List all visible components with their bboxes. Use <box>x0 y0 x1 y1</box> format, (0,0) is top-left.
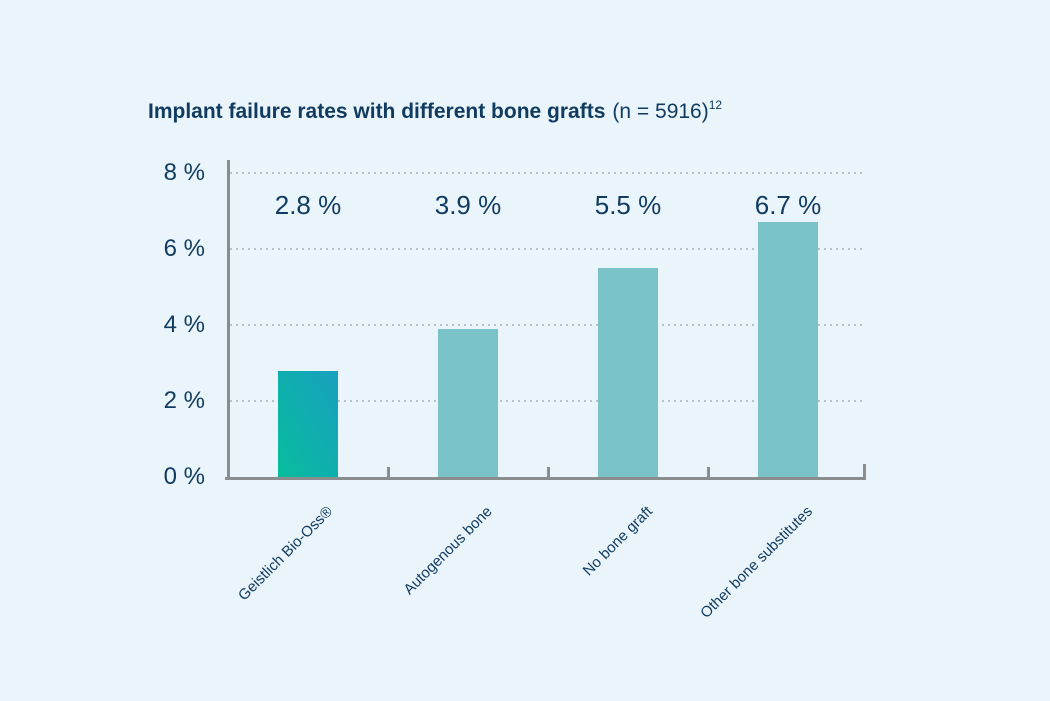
x-axis-category-label: No bone graft <box>579 503 657 580</box>
y-axis-line <box>227 160 230 480</box>
chart-title: Implant failure rates with different bon… <box>148 92 722 126</box>
bar-value-label: 2.8 % <box>274 190 342 220</box>
bar-no-bone-graft <box>598 268 658 477</box>
x-axis-tick <box>706 467 710 477</box>
x-axis-tick <box>386 467 390 477</box>
x-axis-category-label: Other bone substitutes <box>697 503 817 622</box>
x-axis-category-label: Geistlich Bio-Oss® <box>234 503 337 605</box>
bar-autogenous-bone <box>438 329 498 477</box>
gridline <box>230 248 866 250</box>
gridline <box>230 172 866 174</box>
x-axis-category-label: Autogenous bone <box>400 503 497 599</box>
bar-value-label: 5.5 % <box>594 190 662 220</box>
chart-title-sample-size: (n = 5916) <box>612 100 709 123</box>
gridline <box>230 324 866 326</box>
bar-value-label: 6.7 % <box>754 190 822 220</box>
bar-other-bone-substitutes <box>758 222 818 477</box>
bar-value-label: 3.9 % <box>434 190 502 220</box>
gridline <box>230 400 866 402</box>
x-axis-end-tick <box>863 464 866 480</box>
x-axis-tick <box>546 467 550 477</box>
y-axis-tick-label: 6 % <box>163 235 205 262</box>
bar-geistlich-bio-oss <box>278 371 338 477</box>
chart-title-footnote-marker: 12 <box>708 98 723 112</box>
y-axis-tick-label: 2 % <box>163 387 205 414</box>
chart-title-text: Implant failure rates with different bon… <box>148 100 606 123</box>
y-axis-tick-label: 4 % <box>163 311 205 338</box>
y-axis-tick-label: 8 % <box>163 159 205 186</box>
x-axis-line <box>225 477 866 480</box>
y-axis-tick-label: 0 % <box>163 463 205 490</box>
